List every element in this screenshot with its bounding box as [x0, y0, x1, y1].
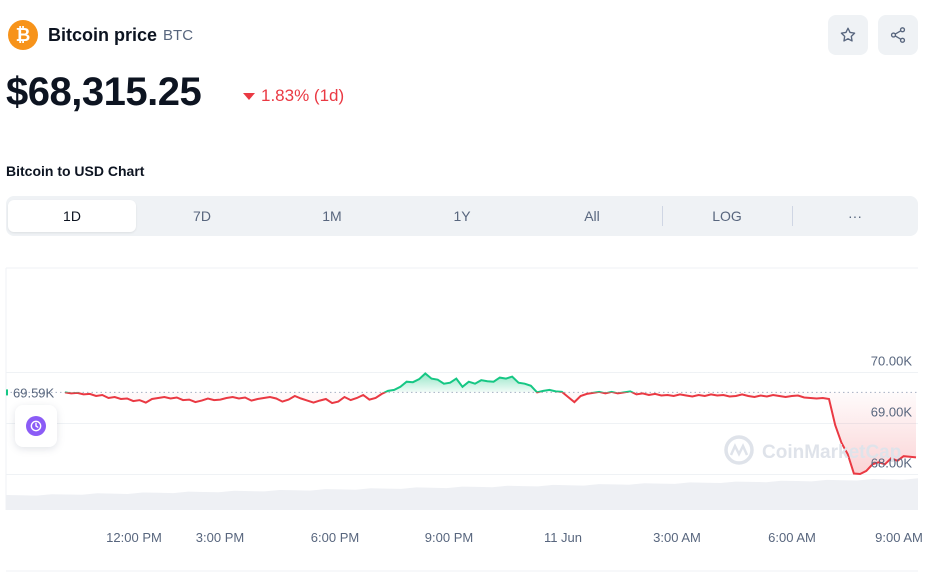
price-line-up	[64, 372, 643, 393]
y-tick-label: 69.00K	[871, 405, 913, 420]
star-icon	[840, 27, 856, 42]
coin-name: Bitcoin price	[48, 24, 158, 45]
x-tick-label: 12:00 PM	[106, 530, 162, 545]
coin-symbol: BTC	[163, 26, 194, 44]
y-tick-label: 68.00K	[871, 456, 913, 471]
share-icon	[890, 27, 906, 43]
coin-header: ₿ Bitcoin price BTC	[8, 20, 193, 50]
range-selector: 1D 7D 1M 1Y All LOG ···	[6, 196, 918, 236]
coinmarketcap-watermark	[724, 435, 754, 465]
range-tab-all[interactable]: All	[584, 208, 600, 224]
y-tick-label: 70.00K	[871, 354, 913, 369]
bitcoin-logo-icon: ₿	[8, 20, 38, 50]
current-price: $68,315.25	[6, 70, 202, 114]
x-tick-label: 9:00 PM	[425, 530, 473, 545]
price-chart[interactable]: 69.59K 70.00K 69.00K 68.00K 12:00 PM 3:00 PM 6…	[0, 262, 942, 575]
range-tab-1y[interactable]: 1Y	[453, 208, 471, 224]
range-tab-7d[interactable]: 7D	[193, 208, 211, 224]
below-baseline-fill	[65, 392, 916, 474]
x-tick-label: 6:00 AM	[768, 530, 816, 545]
x-tick-label: 11 Jun	[544, 530, 582, 545]
down-triangle-icon	[243, 92, 255, 100]
more-options-button[interactable]: ···	[848, 208, 862, 224]
x-tick-label: 3:00 AM	[653, 530, 701, 545]
price-line-down	[64, 392, 917, 476]
divider	[662, 206, 663, 226]
range-tab-1d[interactable]: 1D	[8, 200, 136, 232]
range-tab-1m[interactable]: 1M	[322, 208, 342, 224]
history-button[interactable]	[15, 405, 57, 447]
price-change: 1.83% (1d)	[243, 86, 344, 106]
x-tick-label: 6:00 PM	[311, 530, 359, 545]
x-tick-label: 9:00 AM	[875, 530, 923, 545]
reference-marker	[6, 389, 8, 396]
price-change-value: 1.83% (1d)	[261, 86, 345, 105]
watermark-text: CoinMarketCap	[762, 442, 901, 463]
divider	[792, 206, 793, 226]
share-button[interactable]	[878, 15, 918, 55]
chart-title: Bitcoin to USD Chart	[6, 163, 145, 179]
reference-value-label: 69.59K	[13, 385, 55, 400]
history-icon	[26, 416, 46, 436]
x-tick-label: 3:00 PM	[196, 530, 244, 545]
watchlist-star-button[interactable]	[828, 15, 868, 55]
log-toggle[interactable]: LOG	[712, 208, 742, 224]
volume-area	[6, 478, 918, 510]
above-baseline-fill	[65, 373, 916, 393]
